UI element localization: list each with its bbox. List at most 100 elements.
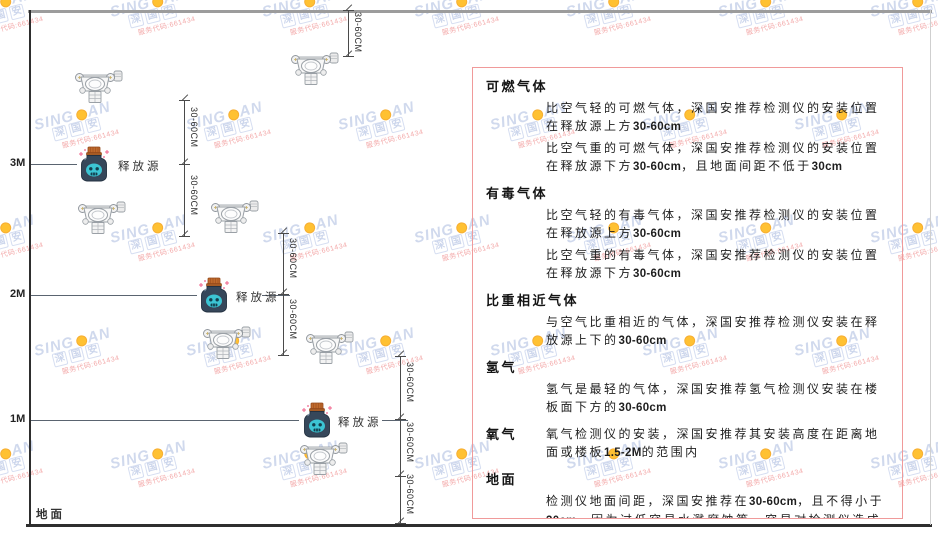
watermark-seal: 深国安 — [431, 0, 498, 29]
watermark-dot-icon — [910, 446, 924, 461]
watermark-dot-icon — [378, 107, 392, 122]
watermark-dot-icon — [758, 0, 772, 9]
gas-detector-icon — [291, 52, 339, 85]
dimension-label: 30-60CM — [189, 175, 199, 216]
gas-detector-icon — [306, 331, 354, 364]
release-source-label: 释放源 — [118, 161, 162, 173]
watermark-dot-icon — [454, 0, 468, 9]
watermark-dot-icon — [454, 446, 468, 461]
watermark-seal: 深国安 — [279, 0, 346, 29]
section-title: 可燃气体 — [486, 79, 549, 94]
dimension-tick — [179, 164, 190, 165]
watermark-dot-icon — [606, 0, 620, 9]
watermark-dot-icon — [910, 220, 924, 235]
section-paragraphs: 比空气轻的有毒气体，深国安推荐检测仪的安装位置在释放源上方30-60cm 比空气重… — [486, 207, 890, 283]
section-paragraph: 检测仪地面间距，深国安推荐在30-60cm，且不得小于30cm，因为过低容易水溅… — [546, 494, 885, 518]
gas-detector-icon — [78, 201, 126, 234]
info-section: 可燃气体 比空气轻的可燃气体，深国安推荐检测仪的安装位置在释放源上方30-60c… — [486, 78, 890, 176]
watermark-code: 服务代码:661434 — [593, 15, 653, 37]
dimension-label: 30-60CM — [353, 12, 363, 53]
info-section: 氧气 氧气检测仪的安装，深国安推荐其安装高度在距离地面或楼板1.5-2M的范围内 — [486, 426, 890, 462]
watermark-dot-icon — [0, 446, 12, 461]
info-section: 有毒气体 比空气轻的有毒气体，深国安推荐检测仪的安装位置在释放源上方30-60c… — [486, 185, 890, 283]
watermark-dot-icon — [0, 220, 12, 235]
info-section: 比重相近气体 与空气比重相近的气体，深国安推荐检测仪安装在释放源上下的30-60… — [486, 292, 890, 350]
release-source-jar-icon — [78, 146, 110, 182]
watermark-seal: 深国安 — [51, 112, 118, 142]
section-paragraph: 比空气重的有毒气体，深国安推荐检测仪的安装位置在释放源下方30-60cm — [546, 248, 880, 280]
section-paragraphs: 与空气比重相近的气体，深国安推荐检测仪安装在释放源上下的30-60cm — [486, 314, 890, 350]
watermark-seal: 深国安 — [51, 338, 118, 368]
watermark-code: 服务代码:661434 — [137, 15, 197, 37]
watermark-seal: 深国安 — [203, 112, 270, 142]
watermark-code: 服务代码:661434 — [213, 128, 273, 150]
watermark-code: 服务代码:661434 — [0, 467, 45, 489]
info-section: 氢气 氢气是最轻的气体，深国安推荐氢气检测仪安装在楼板面下方的30-60cm — [486, 359, 890, 417]
dimension-label: 30-60CM — [405, 422, 415, 463]
ground-line — [26, 524, 932, 527]
watermark-code: 服务代码:661434 — [897, 15, 938, 37]
release-source-label: 释放源 — [236, 292, 280, 304]
watermark-code: 服务代码:661434 — [0, 15, 45, 37]
watermark-seal: 深国安 — [355, 112, 422, 142]
height-label-2m: 2M — [10, 288, 26, 300]
watermark-code: 服务代码:661434 — [0, 241, 45, 263]
section-title: 地面 — [486, 472, 518, 487]
left-axis-line — [29, 10, 31, 527]
watermark-code: 服务代码:661434 — [137, 241, 197, 263]
ground-label: 地面 — [36, 509, 65, 521]
release-source-label: 释放源 — [338, 417, 382, 429]
level-connector-2m — [262, 295, 290, 296]
watermark-seal: 深国安 — [127, 451, 194, 481]
section-paragraphs: 比空气轻的可燃气体，深国安推荐检测仪的安装位置在释放源上方30-60cm 比空气重… — [486, 100, 890, 176]
section-title: 有毒气体 — [486, 186, 549, 201]
watermark-dot-icon — [74, 333, 88, 348]
height-label-3m: 3M — [10, 157, 26, 169]
dimension-label: 30-60CM — [288, 299, 298, 340]
level-line-1m — [31, 420, 299, 421]
watermark-dot-icon — [302, 220, 316, 235]
level-line-3m — [31, 164, 77, 165]
watermark-code: 服务代码:661434 — [897, 467, 938, 489]
release-source-jar-icon — [301, 402, 333, 438]
watermark-dot-icon — [150, 446, 164, 461]
dimension-tick — [395, 419, 406, 420]
section-paragraph: 与空气比重相近的气体，深国安推荐检测仪安装在释放源上下的30-60cm — [546, 315, 880, 347]
info-panel: 可燃气体 比空气轻的可燃气体，深国安推荐检测仪的安装位置在释放源上方30-60c… — [472, 67, 903, 519]
watermark-code: 服务代码:661434 — [745, 15, 805, 37]
dimension-tick — [395, 523, 406, 524]
section-title: 氢气 — [486, 360, 518, 375]
dimension-line-1m — [400, 356, 401, 524]
section-paragraph: 比空气轻的有毒气体，深国安推荐检测仪的安装位置在释放源上方30-60cm — [546, 208, 880, 240]
dimension-label: 30-60CM — [405, 362, 415, 403]
gas-detector-icon — [75, 70, 123, 103]
watermark-seal: 深国安 — [583, 0, 650, 29]
dimension-tick — [278, 233, 289, 234]
dimension-tick — [278, 355, 289, 356]
section-paragraphs: 氢气是最轻的气体，深国安推荐氢气检测仪安装在楼板面下方的30-60cm — [486, 381, 890, 417]
watermark-dot-icon — [910, 0, 924, 9]
dimension-tick — [343, 56, 354, 57]
info-section: 地面 检测仪地面间距，深国安推荐在30-60cm，且不得小于30cm，因为过低容… — [486, 471, 890, 518]
dimension-line-3m — [184, 100, 185, 237]
height-label-1m: 1M — [10, 413, 26, 425]
level-connector-1m — [382, 420, 408, 421]
watermark-code: 服务代码:661434 — [441, 15, 501, 37]
release-source-jar-icon — [198, 277, 230, 313]
dimension-label: 30-60CM — [405, 474, 415, 515]
